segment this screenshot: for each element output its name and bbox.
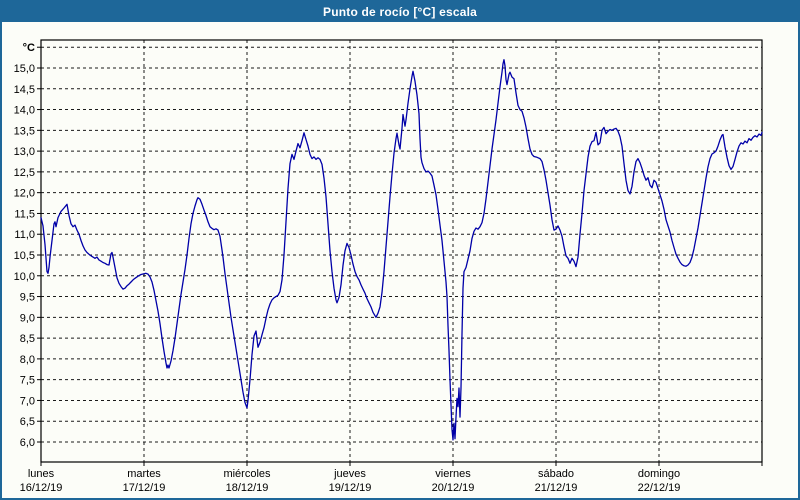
day-date-label: 22/12/19 bbox=[638, 482, 681, 494]
y-tick-label: 13,5 bbox=[14, 125, 35, 137]
day-name-label: miércoles bbox=[223, 468, 271, 480]
y-tick-label: 10,5 bbox=[14, 250, 35, 262]
y-tick-label: 13,0 bbox=[14, 146, 35, 158]
dew-point-chart: °C 15,0 14,5 14,0 13,5 13,0 12,5 12,0 11,5 11,0 10… bbox=[14, 39, 763, 494]
chart-area: °C 15,0 14,5 14,0 13,5 13,0 12,5 12,0 11,5 11,0 10… bbox=[2, 22, 798, 498]
plot-border bbox=[40, 39, 763, 463]
day-name-label: jueves bbox=[333, 468, 366, 480]
day-name-label: sábado bbox=[538, 468, 574, 480]
y-tick-label: 11,5 bbox=[14, 208, 35, 220]
y-tick-label: 11,0 bbox=[14, 229, 35, 241]
y-tick-label: 10,0 bbox=[14, 271, 35, 283]
y-tick-label: 8,5 bbox=[20, 333, 35, 345]
day-date-label: 19/12/19 bbox=[329, 482, 372, 494]
day-date-label: 16/12/19 bbox=[20, 482, 63, 494]
y-tick-label: 7,0 bbox=[20, 395, 35, 407]
y-tick-label: 6,0 bbox=[20, 437, 35, 449]
dew-point-line bbox=[40, 59, 763, 441]
y-axis-unit-label: °C bbox=[23, 42, 35, 54]
y-tick-label: 7,5 bbox=[20, 375, 35, 387]
y-tick-label: 14,0 bbox=[14, 105, 35, 117]
y-tick-label: 14,5 bbox=[14, 84, 35, 96]
day-name-label: domingo bbox=[638, 468, 680, 480]
y-tick-label: 6,5 bbox=[20, 416, 35, 428]
day-name-label: viernes bbox=[435, 468, 471, 480]
day-name-label: martes bbox=[127, 468, 161, 480]
y-tick-label: 15,0 bbox=[14, 63, 35, 75]
day-date-label: 18/12/19 bbox=[226, 482, 269, 494]
y-tick-label: 8,0 bbox=[20, 354, 35, 366]
day-date-label: 20/12/19 bbox=[432, 482, 475, 494]
y-tick-label: 12,5 bbox=[14, 167, 35, 179]
chart-title: Punto de rocío [°C] escala bbox=[322, 5, 478, 19]
day-date-label: 21/12/19 bbox=[535, 482, 578, 494]
day-date-label: 17/12/19 bbox=[123, 482, 166, 494]
y-tick-label: 9,0 bbox=[20, 312, 35, 324]
y-tick-label: 9,5 bbox=[20, 292, 35, 304]
title-bar: Punto de rocío [°C] escala bbox=[2, 2, 798, 22]
y-tick-label: 12,0 bbox=[14, 188, 35, 200]
day-name-label: lunes bbox=[28, 468, 55, 480]
